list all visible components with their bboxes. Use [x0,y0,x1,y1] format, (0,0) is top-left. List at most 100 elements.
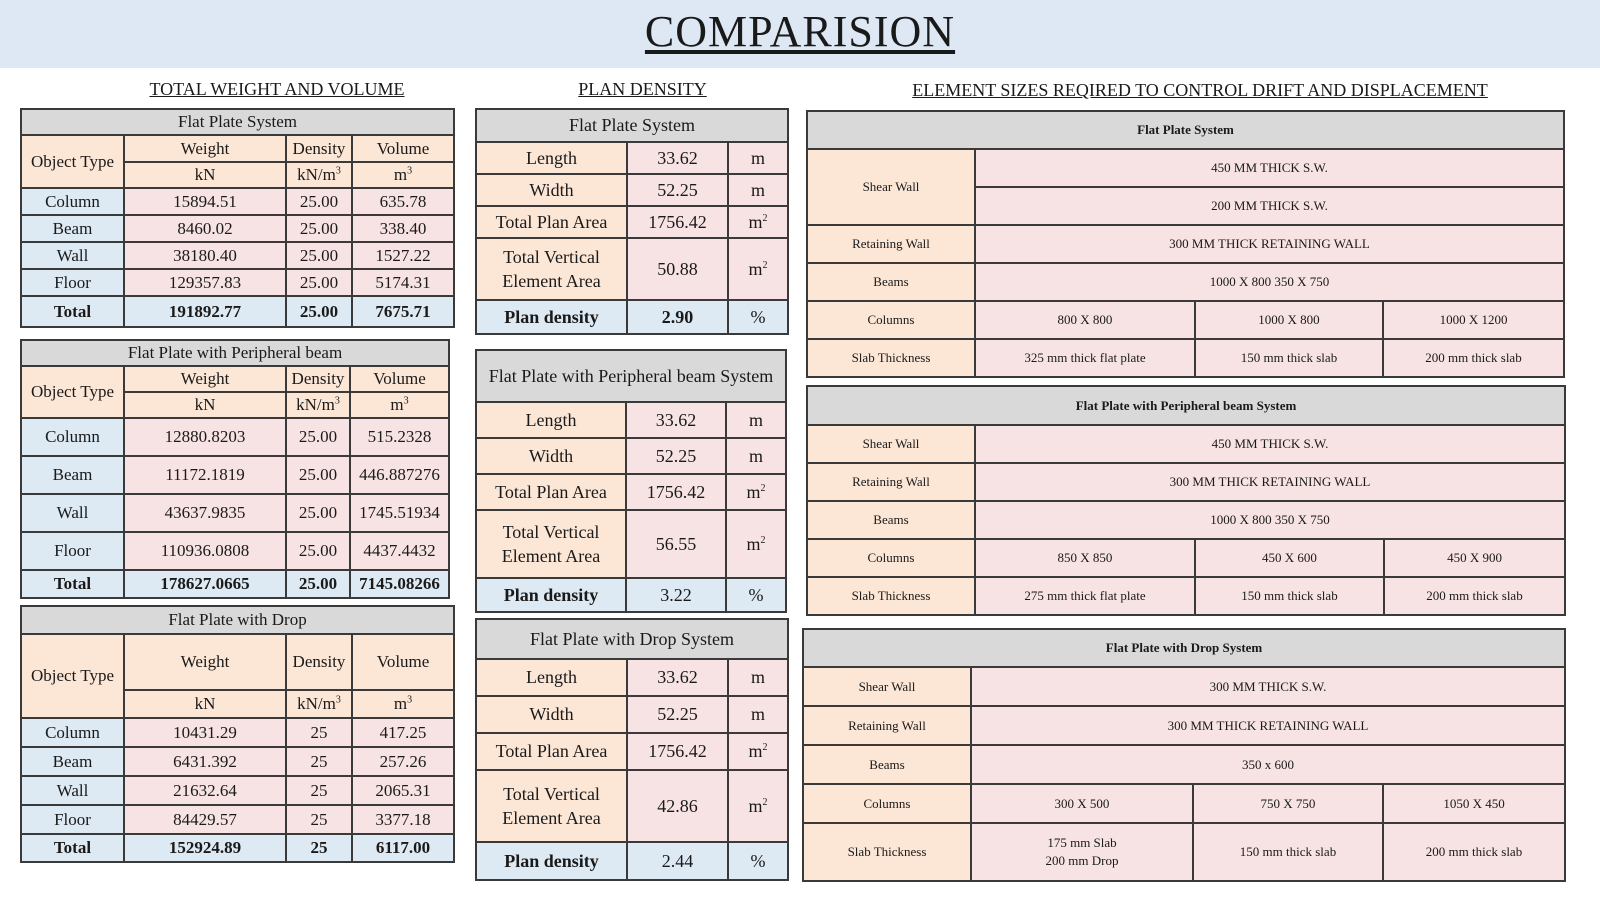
unit-cell: m [725,401,787,439]
plan-density-value: 2.44 [626,841,729,881]
density-table-title: Flat Plate with Drop System [474,618,790,660]
table-row: Column 15894.51 25.00 635.78 [20,187,455,216]
volume-cell: 5174.31 [351,268,455,297]
table-row: Total Plan Area 1756.42 m2 [475,473,787,511]
total-label: Total [20,295,125,328]
weight-cell: 15894.51 [123,187,287,216]
total-density: 25.00 [285,569,351,599]
slab-thickness-value: 275 mm thick flat plate [974,576,1196,616]
column-size: 1050 X 450 [1381,783,1567,824]
weight-cell: 38180.40 [123,241,287,270]
shear-wall-value: 450 MM THICK S.W. [973,424,1567,464]
element-table-peripheral-beam: Flat Plate with Peripheral beam System S… [805,385,1567,616]
weight-table-flat-plate: Flat Plate System Object Type Weight Den… [20,108,455,328]
plan-density-label: Plan density [475,577,627,613]
beams-label: Beams [806,262,976,302]
section-title-density: PLAN DENSITY [578,79,707,99]
plan-density-value: 3.22 [625,577,727,613]
object-type-header: Object Type [20,633,125,719]
density-cell: 25 [285,804,353,835]
slab-thickness-value: 325 mm thick flat plate [974,338,1196,378]
density-cell: 25.00 [285,187,353,216]
retaining-wall-value: 300 MM THICK RETAINING WALL [973,462,1567,502]
table-row: Column 10431.29 25 417.25 [20,717,456,748]
column-size: 800 X 800 [974,300,1196,340]
slab-thickness-value: 150 mm thick slab [1194,576,1385,616]
weight-cell: 110936.0808 [123,531,287,571]
row-label: Length [475,658,628,697]
total-label: Total [20,569,125,599]
table-row: Length 33.62 m [475,658,790,697]
column-size: 450 X 600 [1194,538,1385,578]
element-table-title: Flat Plate with Drop System [801,628,1567,668]
value-cell: 56.55 [625,509,727,579]
value-cell: 33.62 [626,658,729,697]
beams-value: 1000 X 800 350 X 750 [973,262,1566,302]
volume-unit: m3 [348,391,451,419]
plan-density-unit: % [726,299,790,335]
row-label: Wall [20,775,125,806]
retaining-wall-value: 300 MM THICK RETAINING WALL [973,224,1566,264]
volume-cell: 3377.18 [350,804,456,835]
weight-header: Weight [123,633,287,691]
unit-cell: m2 [725,509,787,579]
volume-cell: 338.40 [351,214,455,243]
row-label: Floor [20,804,125,835]
weight-table-title: Flat Plate with Peripheral beam [19,339,451,367]
plan-density-row: Plan density 2.44 % [475,841,790,881]
unit-cell: m2 [725,473,787,511]
weight-table-title: Flat Plate with Drop [19,605,456,635]
column-size: 850 X 850 [974,538,1196,578]
row-label: Total Plan Area [475,473,627,511]
value-cell: 52.25 [625,437,727,475]
table-row: Length 33.62 m [475,141,790,175]
plan-density-row: Plan density 2.90 % [475,299,790,335]
total-weight: 152924.89 [123,833,287,863]
total-row: Total 178627.0665 25.00 7145.08266 [20,569,451,599]
shear-wall-label: Shear Wall [806,148,976,226]
retaining-wall-label: Retaining Wall [806,224,976,264]
volume-cell: 635.78 [351,187,455,216]
density-cell: 25.00 [285,268,353,297]
title-banner [0,0,1600,68]
table-row: Total Plan Area 1756.42 m2 [475,205,790,239]
row-label: Beam [20,214,125,243]
volume-header: Volume [348,365,451,393]
beams-value: 350 x 600 [969,744,1567,785]
table-row: Width 52.25 m [475,437,787,475]
density-table-title: Flat Plate with Peripheral beam System [475,349,787,403]
weight-unit: kN [123,391,287,419]
value-cell: 42.86 [626,769,729,843]
slab-thickness-value: 150 mm thick slab [1194,338,1384,378]
density-unit: kN/m3 [285,161,353,189]
row-label: Width [475,695,628,734]
column-size: 300 X 500 [970,783,1194,824]
table-row: Total Vertical Element Area 50.88 m2 [475,237,790,301]
retaining-wall-label: Retaining Wall [806,462,976,502]
table-row: Total Vertical Element Area 42.86 m2 [475,769,790,843]
value-cell: 52.25 [626,173,729,207]
density-cell: 25 [285,717,353,748]
density-table-flat-plate: Flat Plate System Length 33.62 m Width 5… [474,108,790,335]
slab-thickness-value: 175 mm Slab 200 mm Drop [970,822,1194,882]
slab-thickness-value: 200 mm thick slab [1382,576,1567,616]
density-cell: 25.00 [285,493,351,533]
density-cell: 25.00 [285,455,351,495]
element-table-flat-plate-drop: Flat Plate with Drop System Shear Wall 3… [801,628,1567,882]
unit-cell: m2 [726,769,790,843]
table-row: Wall 38180.40 25.00 1527.22 [20,241,455,270]
row-label: Wall [20,241,125,270]
table-row: Wall 21632.64 25 2065.31 [20,775,456,806]
weight-table-flat-plate-drop: Flat Plate with Drop Object Type Weight … [19,605,456,863]
density-cell: 25.00 [285,531,351,571]
density-cell: 25 [285,746,353,777]
value-cell: 50.88 [626,237,729,301]
unit-cell: m [726,173,790,207]
weight-unit: kN [123,161,287,189]
columns-label: Columns [802,783,972,824]
column-size: 1000 X 1200 [1381,300,1566,340]
element-table-flat-plate: Flat Plate System Shear Wall 450 MM THIC… [805,110,1566,378]
density-header: Density [285,633,353,691]
row-label: Width [475,173,628,207]
weight-cell: 21632.64 [123,775,287,806]
